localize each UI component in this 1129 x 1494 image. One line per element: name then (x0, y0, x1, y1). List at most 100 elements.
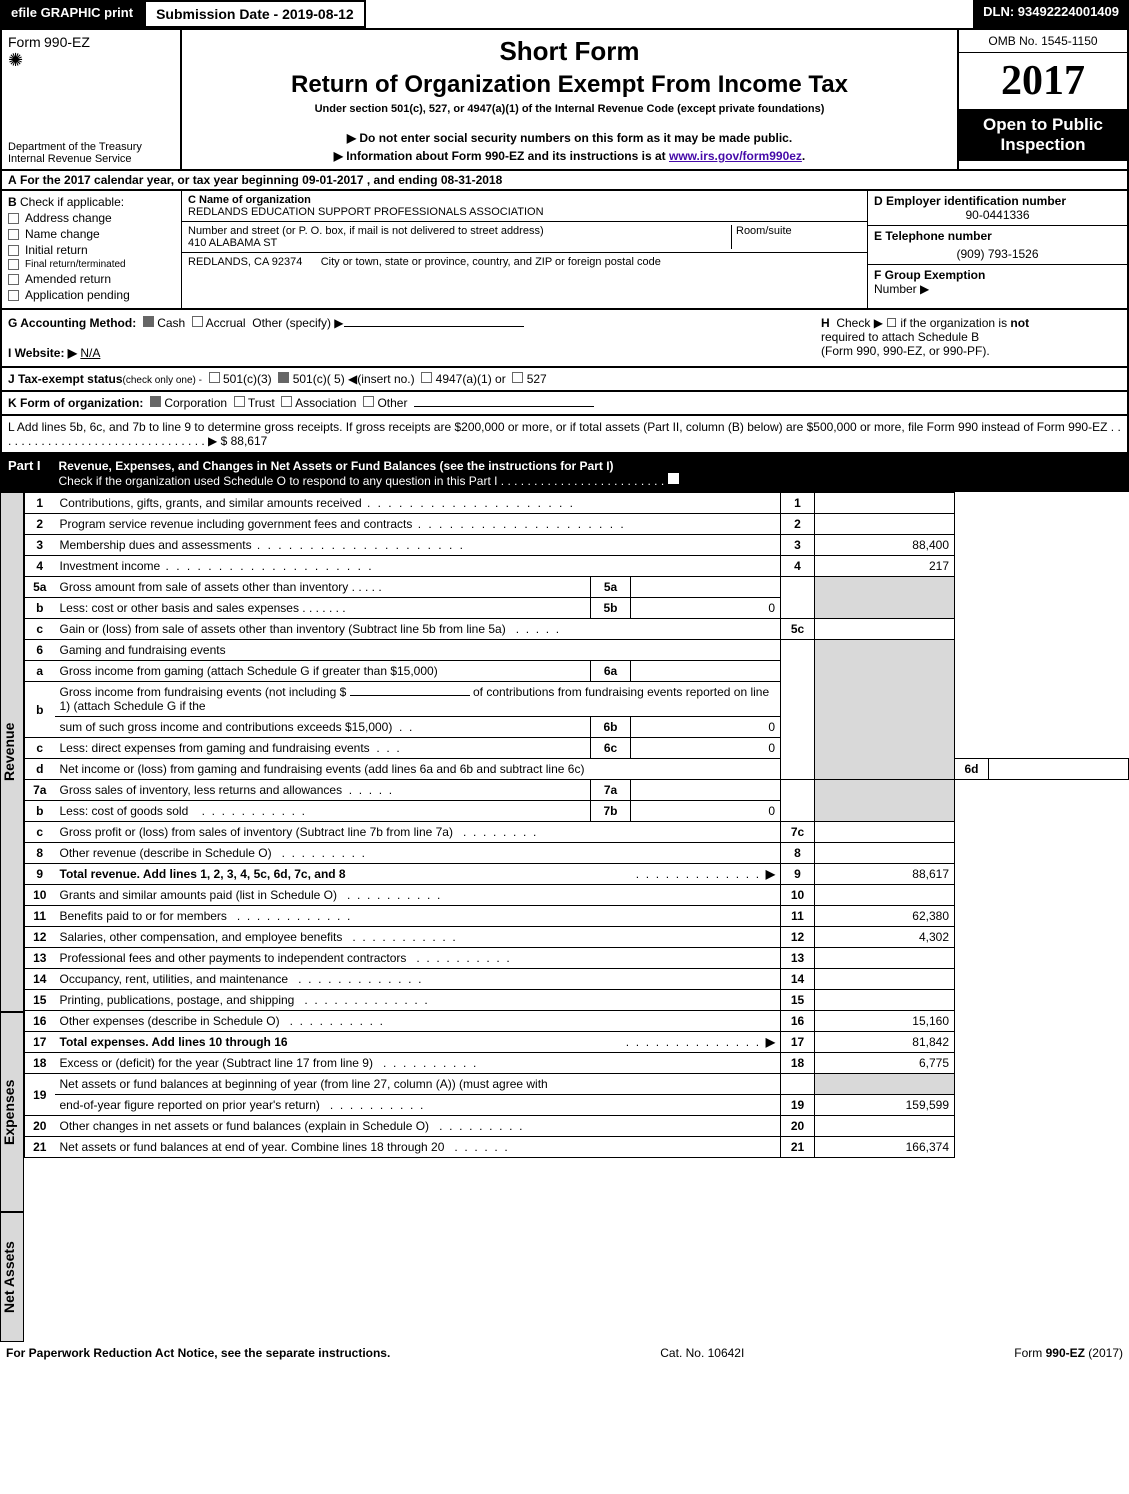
lineL-text: L Add lines 5b, 6c, and 7b to line 9 to … (8, 420, 1107, 434)
line-K: K Form of organization: Corporation Trus… (0, 392, 1129, 416)
open-pub-1: Open to Public (961, 115, 1125, 135)
boxC-city-label: City or town, state or province, country… (321, 256, 661, 268)
row7c-no: c (25, 822, 55, 843)
other-org-input[interactable] (414, 406, 594, 407)
row20-desc: Other changes in net assets or fund bala… (60, 1119, 430, 1133)
lineH-text2: required to attach Schedule B (821, 330, 979, 344)
checkbox-accrual[interactable] (192, 316, 203, 327)
checkbox-final-return[interactable] (8, 259, 19, 270)
page-footer: For Paperwork Reduction Act Notice, see … (0, 1342, 1129, 1364)
row1-desc: Contributions, gifts, grants, and simila… (60, 496, 576, 510)
efile-print-button[interactable]: efile GRAPHIC print (0, 0, 144, 28)
lineK-label: K Form of organization: (8, 396, 143, 410)
boxE-label: E Telephone number (874, 229, 992, 243)
footer-right-post: (2017) (1085, 1346, 1123, 1360)
open-pub-2: Inspection (961, 135, 1125, 155)
checkbox-cash[interactable] (143, 316, 154, 327)
row8-label: 8 (781, 843, 815, 864)
row15-no: 15 (25, 990, 55, 1011)
lineA-begin: 09-01-2017 (302, 173, 363, 187)
checkbox-501c[interactable] (278, 372, 289, 383)
checkbox-app-pending[interactable] (8, 290, 19, 301)
row5a-no: 5a (25, 577, 55, 598)
row6b-amount-input[interactable] (350, 695, 470, 696)
opt-app-pending: Application pending (25, 288, 130, 302)
row17-arrow: ▶ (766, 1035, 775, 1049)
box-DEF: D Employer identification number 90-0441… (867, 191, 1127, 308)
row8-val (815, 843, 955, 864)
boxC-name-label: C Name of organization (188, 194, 311, 206)
opt-trust: Trust (248, 396, 275, 410)
checkbox-name-change[interactable] (8, 229, 19, 240)
opt-cash: Cash (157, 316, 185, 330)
row4-desc: Investment income (60, 559, 374, 573)
part1-table: 1 Contributions, gifts, grants, and simi… (24, 492, 1129, 1158)
checkbox-association[interactable] (281, 396, 292, 407)
row19-shade (781, 1074, 815, 1095)
org-city: REDLANDS, CA 92374 (188, 256, 302, 268)
instructions-link[interactable]: www.irs.gov/form990ez (669, 149, 802, 163)
lineH-text1: Check ▶ ☐ if the organization is (836, 316, 1010, 330)
side-label-revenue: Revenue (0, 492, 24, 1012)
row5c-no: c (25, 619, 55, 640)
footer-left: For Paperwork Reduction Act Notice, see … (6, 1346, 390, 1360)
line-J: J Tax-exempt status(check only one) - 50… (0, 368, 1129, 392)
row7a-desc: Gross sales of inventory, less returns a… (60, 783, 343, 797)
boxD-label: D Employer identification number (874, 194, 1066, 208)
instruct-pre: ▶ Information about Form 990-EZ and its … (334, 149, 669, 163)
row9-val: 88,617 (815, 864, 955, 885)
checkbox-schedule-o[interactable]: ✔ (668, 473, 679, 484)
header-right: OMB No. 1545-1150 2017 Open to Public In… (957, 30, 1127, 169)
row16-label: 16 (781, 1011, 815, 1032)
checkbox-other-org[interactable] (363, 396, 374, 407)
row4-label: 4 (781, 556, 815, 577)
row5ab-shadeval (815, 577, 955, 619)
row8-desc: Other revenue (describe in Schedule O) (60, 846, 272, 860)
checkbox-501c3[interactable] (209, 372, 220, 383)
line-A: A For the 2017 calendar year, or tax yea… (0, 171, 1129, 191)
box-H: H Check ▶ ☐ if the organization is not r… (821, 316, 1121, 360)
checkbox-address-change[interactable] (8, 213, 19, 224)
subsection-text: Under section 501(c), 527, or 4947(a)(1)… (315, 103, 825, 115)
row6b-subval: 0 (631, 717, 781, 738)
checkbox-4947[interactable] (421, 372, 432, 383)
checkbox-initial-return[interactable] (8, 245, 19, 256)
row16-desc: Other expenses (describe in Schedule O) (60, 1014, 280, 1028)
room-suite-label: Room/suite (731, 225, 861, 249)
opt-name-change: Name change (25, 227, 100, 241)
other-specify-input[interactable] (344, 326, 524, 327)
tax-year: 2017 (959, 53, 1127, 109)
row18-desc: Excess or (deficit) for the year (Subtra… (60, 1056, 373, 1070)
irs-eagle-icon: ✺ (8, 50, 174, 71)
row15-label: 15 (781, 990, 815, 1011)
short-form-title: Short Form (499, 36, 639, 67)
checkbox-corporation[interactable] (150, 396, 161, 407)
row9-label: 9 (781, 864, 815, 885)
opt-527: 527 (527, 372, 547, 386)
row2-desc: Program service revenue including govern… (60, 517, 626, 531)
row10-desc: Grants and similar amounts paid (list in… (60, 888, 337, 902)
opt-4947: 4947(a)(1) or (436, 372, 506, 386)
row6-shadeval (815, 640, 955, 780)
row12-desc: Salaries, other compensation, and employ… (60, 930, 343, 944)
checkbox-527[interactable] (512, 372, 523, 383)
submission-date: Submission Date - 2019-08-12 (144, 0, 366, 28)
row21-val: 166,374 (815, 1137, 955, 1158)
form-prefix: Form (8, 34, 41, 50)
row6b-desc-pre: Gross income from fundraising events (no… (60, 685, 350, 699)
row7b-subval: 0 (631, 801, 781, 822)
org-name: REDLANDS EDUCATION SUPPORT PROFESSIONALS… (188, 206, 861, 218)
instruct-ssn: ▶ Do not enter social security numbers o… (347, 131, 792, 145)
opt-501c3: 501(c)(3) (223, 372, 272, 386)
opt-accrual: Accrual (206, 316, 246, 330)
header-left: Form 990-EZ ✺ Department of the Treasury… (2, 30, 182, 169)
row7c-val (815, 822, 955, 843)
row6-desc: Gaming and fundraising events (55, 640, 781, 661)
row18-no: 18 (25, 1053, 55, 1074)
part1-header: Part I Revenue, Expenses, and Changes in… (0, 454, 1129, 492)
row7b-desc: Less: cost of goods sold (60, 804, 189, 818)
row19-val: 159,599 (815, 1095, 955, 1116)
checkbox-amended[interactable] (8, 274, 19, 285)
checkbox-trust[interactable] (234, 396, 245, 407)
boxF-label2: Number ▶ (874, 282, 929, 296)
